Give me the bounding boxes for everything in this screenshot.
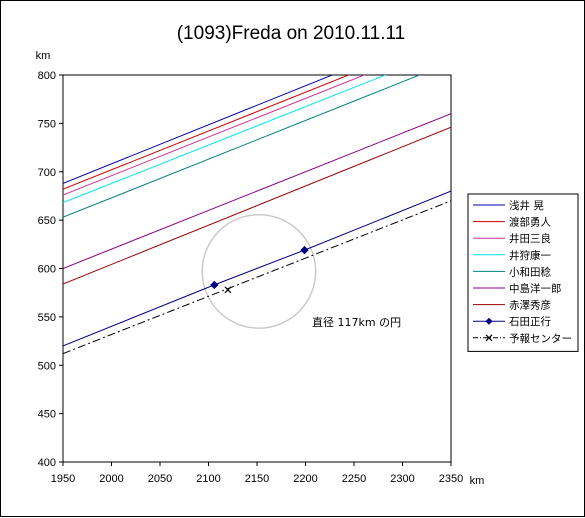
x-tick-label: 1950 — [51, 473, 75, 485]
legend-label: 井狩康一 — [509, 249, 551, 262]
series-line — [63, 75, 387, 204]
series-line — [63, 190, 451, 347]
y-tick-label: 600 — [38, 264, 56, 276]
series-marker-x — [224, 286, 232, 294]
series-line — [63, 75, 366, 196]
series-line — [63, 113, 451, 269]
x-tick-label: 2050 — [148, 473, 172, 485]
series-line — [63, 75, 334, 184]
legend-label: 中島洋一郎 — [509, 282, 562, 295]
legend-label: 小和田稔 — [509, 265, 551, 278]
x-tick-label: 2250 — [342, 473, 366, 485]
x-tick-label: 2100 — [196, 473, 220, 485]
legend-marker-diamond — [485, 317, 493, 325]
annotation-label: 直径 117km の円 — [312, 315, 401, 329]
series-line — [63, 75, 350, 190]
plot-lines — [63, 75, 451, 355]
series-marker-diamond — [300, 245, 309, 255]
legend-marker-x — [485, 334, 493, 342]
series-line — [63, 126, 451, 285]
legend-label: 予報センター — [509, 333, 572, 345]
legend-label: 井田三良 — [509, 232, 551, 245]
x-tick-label: 2200 — [293, 473, 317, 485]
x-tick-label: 2300 — [390, 473, 414, 485]
y-tick-label: 700 — [38, 167, 56, 179]
y-tick-label: 450 — [38, 409, 56, 421]
y-tick-label: 500 — [38, 360, 56, 372]
y-axis-label: km — [36, 50, 51, 62]
chart-title: (1093)Freda on 2010.11.11 — [177, 23, 406, 44]
x-tick-label: 2350 — [439, 473, 463, 485]
series-line — [63, 200, 451, 355]
series-line — [63, 75, 421, 218]
y-tick-label: 800 — [38, 70, 56, 82]
y-tick-label: 550 — [38, 312, 56, 324]
x-tick-label: 2150 — [245, 473, 269, 485]
y-tick-label: 400 — [38, 457, 56, 469]
y-tick-label: 750 — [38, 118, 56, 130]
legend-box — [467, 193, 579, 352]
series-marker-diamond — [210, 280, 219, 290]
legend-label: 渡部勇人 — [509, 216, 551, 229]
legend-label: 石田正行 — [509, 315, 551, 328]
x-tick-label: 2000 — [99, 473, 123, 485]
legend-label: 浅井 晃 — [509, 199, 544, 212]
x-axis-label: km — [470, 475, 485, 487]
legend-label: 赤澤秀彦 — [509, 299, 551, 312]
diameter-circle — [201, 213, 317, 329]
y-tick-label: 650 — [38, 215, 56, 227]
plot-area: 1950 2000 2050 2100 2150 2200 2250 2300 2350 400 4… — [38, 70, 464, 485]
